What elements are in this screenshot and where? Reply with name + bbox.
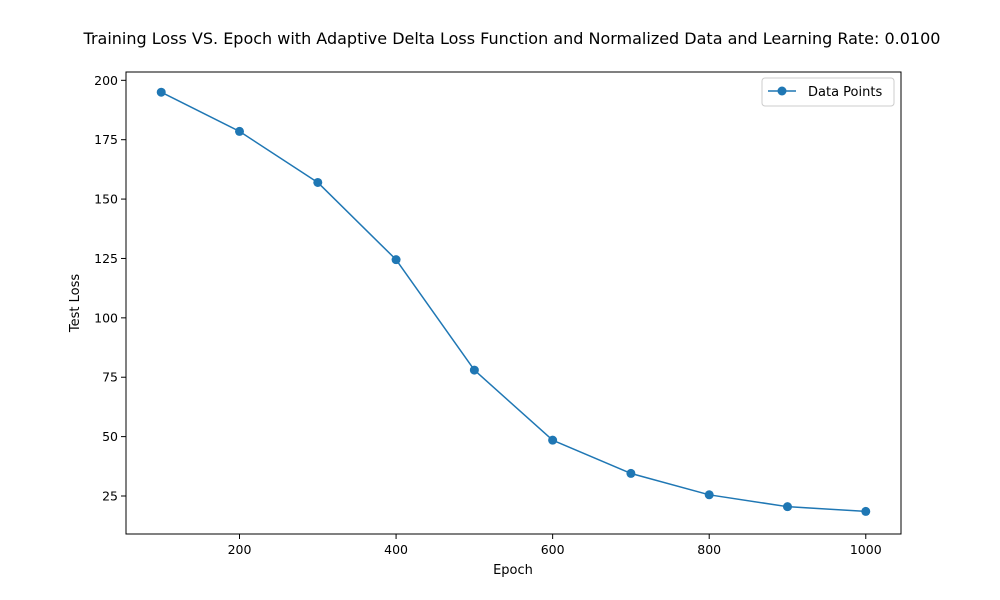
x-tick-label: 1000 — [850, 542, 882, 557]
y-tick-label: 150 — [94, 192, 118, 207]
data-point — [782, 502, 792, 512]
data-point — [861, 506, 871, 516]
y-tick-label: 25 — [102, 488, 118, 503]
data-point — [156, 87, 166, 97]
legend-marker-sample — [777, 86, 787, 96]
y-tick-label: 75 — [102, 370, 118, 385]
x-tick-label: 200 — [228, 542, 252, 557]
x-axis-label: Epoch — [493, 563, 533, 578]
legend: Data Points — [761, 77, 895, 107]
data-point — [704, 490, 714, 500]
data-point — [548, 435, 558, 445]
y-axis: 25 50 75 100 125 150 175 200 — [94, 73, 126, 503]
data-point — [469, 365, 479, 375]
y-tick-label: 175 — [94, 132, 118, 147]
data-point — [235, 126, 245, 136]
y-tick-label: 125 — [94, 251, 118, 266]
y-tick-label: 200 — [94, 73, 118, 88]
legend-label: Data Points — [808, 85, 882, 100]
y-tick-label: 50 — [102, 429, 118, 444]
x-tick-label: 400 — [384, 542, 408, 557]
plot-frame — [125, 71, 902, 535]
x-tick-label: 600 — [541, 542, 565, 557]
data-point — [313, 177, 323, 187]
series-layer — [156, 87, 871, 516]
x-tick-label: 800 — [697, 542, 721, 557]
chart-title: Training Loss VS. Epoch with Adaptive De… — [83, 29, 941, 48]
x-axis: 200 400 600 800 1000 — [228, 534, 882, 557]
legend-box — [761, 77, 895, 107]
series-line — [160, 91, 866, 513]
data-point — [626, 468, 636, 478]
y-axis-label: Test Loss — [68, 274, 83, 333]
y-tick-label: 100 — [94, 310, 118, 325]
data-point — [391, 255, 401, 265]
